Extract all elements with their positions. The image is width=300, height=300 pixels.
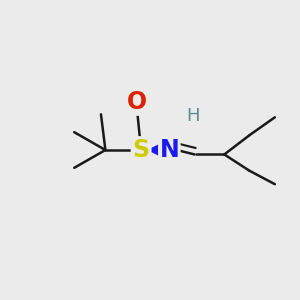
Polygon shape xyxy=(148,143,162,157)
Text: H: H xyxy=(186,107,200,125)
Text: S: S xyxy=(133,138,150,162)
Text: N: N xyxy=(159,138,179,162)
Text: O: O xyxy=(127,90,147,114)
